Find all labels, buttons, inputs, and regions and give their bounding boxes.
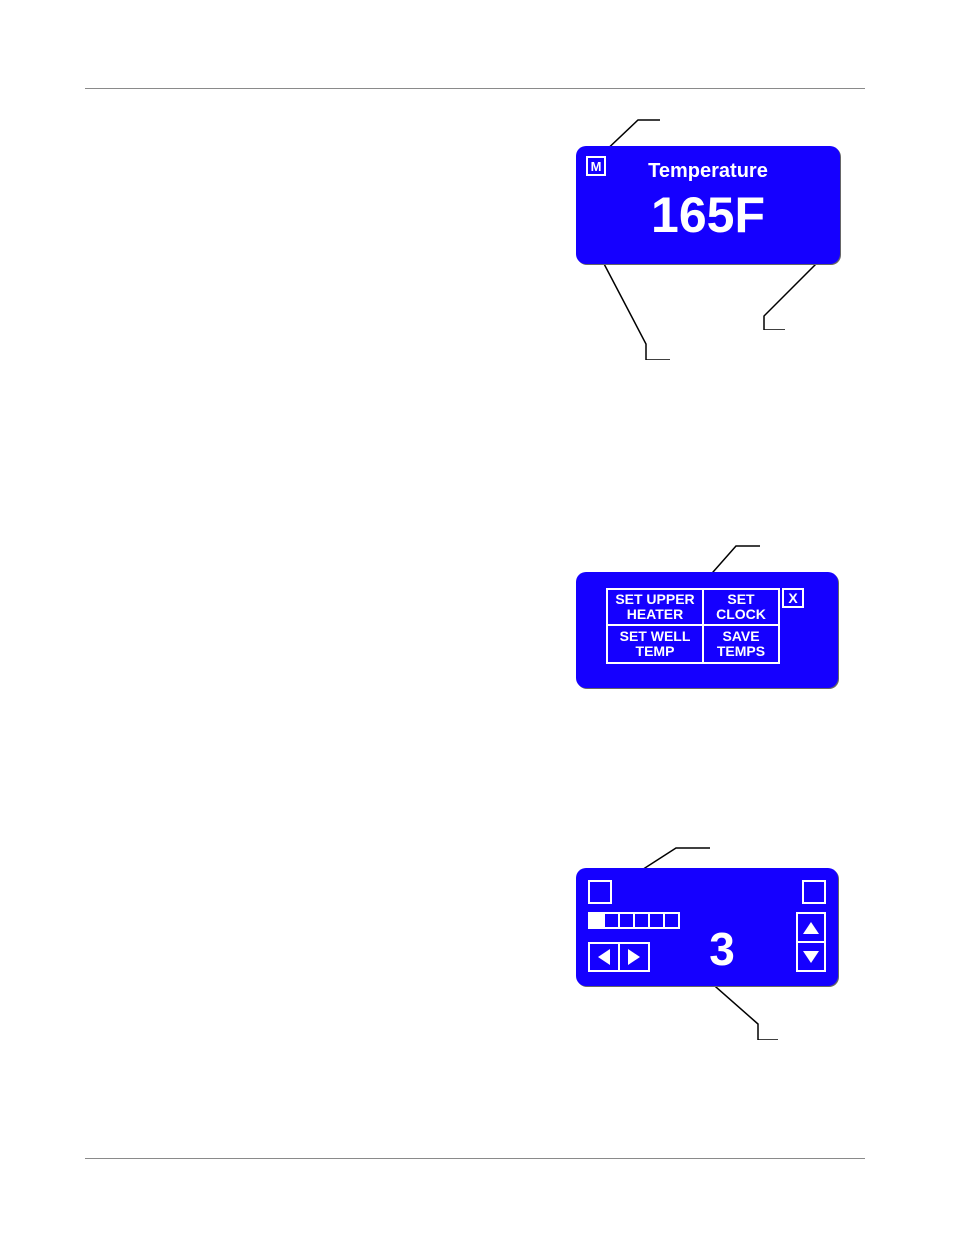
menu-cell-line: SET: [704, 592, 778, 607]
temperature-screen: M Temperature 165F: [576, 146, 840, 264]
callout-line: [760, 260, 850, 330]
down-arrow-button[interactable]: [798, 943, 824, 970]
back-button[interactable]: [588, 880, 612, 904]
triangle-down-icon: [803, 951, 819, 963]
temperature-title: Temperature: [576, 160, 840, 183]
menu-cell-line: TEMPS: [704, 644, 778, 659]
close-button[interactable]: X: [782, 588, 804, 608]
menu-cell-line: CLOCK: [704, 607, 778, 622]
temperature-value: 165F: [576, 186, 840, 244]
set-upper-heater-button[interactable]: SET UPPER HEATER: [606, 588, 704, 626]
set-clock-button[interactable]: SET CLOCK: [704, 588, 780, 626]
save-temps-button[interactable]: SAVE TEMPS: [704, 626, 780, 664]
vertical-nav: [796, 912, 826, 972]
menu-cell-line: SAVE: [704, 629, 778, 644]
callout-line: [708, 980, 778, 1040]
menu-cell-line: TEMP: [608, 644, 702, 659]
menu-screen: SET UPPER HEATER SET CLOCK SET WELL TEMP…: [576, 572, 838, 688]
callout-line: [580, 260, 670, 360]
top-rule: [85, 88, 865, 89]
menu-cell-line: SET WELL: [608, 629, 702, 644]
set-well-temp-button[interactable]: SET WELL TEMP: [606, 626, 704, 664]
menu-cell-line: HEATER: [608, 607, 702, 622]
triangle-up-icon: [803, 922, 819, 934]
confirm-button[interactable]: [802, 880, 826, 904]
up-arrow-button[interactable]: [798, 914, 824, 943]
menu-cell-line: SET UPPER: [608, 592, 702, 607]
bottom-rule: [85, 1158, 865, 1159]
heater-level-screen: 3: [576, 868, 838, 986]
menu-grid: SET UPPER HEATER SET CLOCK SET WELL TEMP…: [606, 588, 780, 664]
